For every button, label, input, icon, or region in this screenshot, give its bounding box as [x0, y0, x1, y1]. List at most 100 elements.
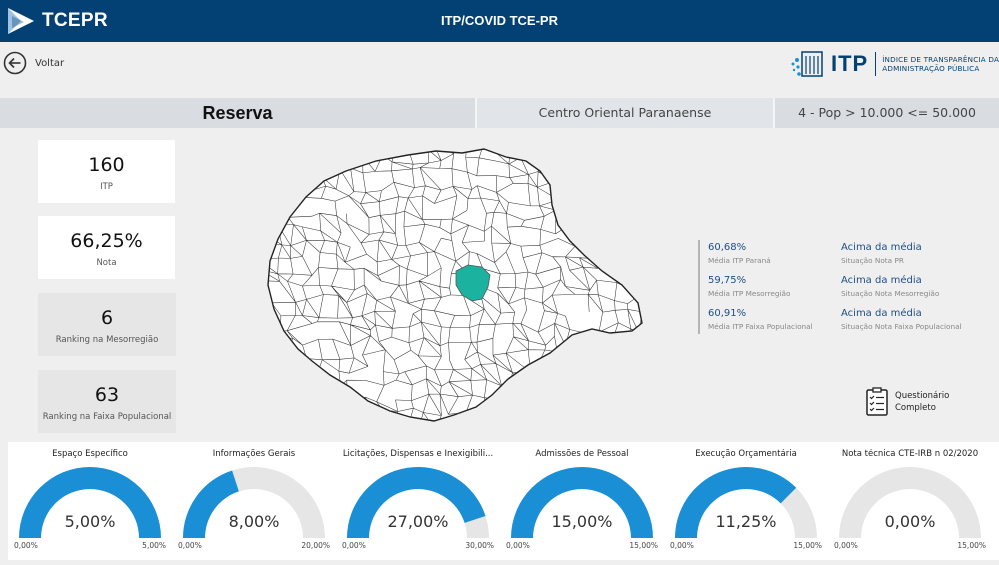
brand[interactable]: TCEPR [6, 6, 108, 36]
gauge-fill [675, 467, 797, 538]
questionario-line1: Questionário [895, 391, 950, 401]
itp-label: ITP [100, 182, 113, 192]
gauge-value: 5,00% [64, 512, 116, 531]
media-pr-value: 60,68% [708, 242, 747, 253]
gauge-fill [183, 470, 239, 538]
gauge-arc [347, 467, 489, 538]
gauge-espaco-especifico[interactable]: Espaço Específico 5,00% 0,00% 5,00% [8, 442, 172, 560]
questionario-button[interactable]: Questionário Completo [865, 387, 949, 417]
gauge-value: 0,00% [884, 512, 936, 531]
clipboard-checklist-icon [866, 387, 888, 416]
ranking-meso-value: 6 [100, 307, 114, 329]
stats-panel: 60,68% Média ITP Paraná Acima da média S… [698, 240, 988, 334]
gauge-value: 15,00% [551, 512, 613, 531]
situacao-faixa-label: Situação Nota Faixa Populacional [841, 322, 962, 331]
gauge-min: 0,00% [834, 541, 858, 550]
itp-subtitle-line1: ÍNDICE DE TRANSPARÊNCIA DA [882, 55, 999, 64]
top-bar: TCEPR ITP/COVID TCE-PR [0, 0, 999, 42]
gauge-max: 15,00% [629, 541, 658, 550]
itp-building-icon [791, 51, 823, 77]
gauge-min: 0,00% [506, 541, 530, 550]
gauge-licitacoes[interactable]: Licitações, Dispensas e Inexigibili... 2… [336, 442, 500, 560]
gauge-max: 15,00% [957, 541, 986, 550]
ranking-meso-card: 6 Ranking na Mesorregião [38, 293, 176, 356]
itp-value: 160 [88, 154, 125, 176]
media-meso-value: 59,75% [708, 275, 747, 286]
stats-divider [698, 240, 700, 334]
gauges-panel: Espaço Específico 5,00% 0,00% 5,00% Info… [8, 442, 999, 560]
situacao-faixa-value: Acima da média [841, 308, 922, 319]
gauge-title: Execução Orçamentária [695, 449, 797, 459]
ranking-faixa-value: 63 [94, 384, 120, 406]
gauge-arc [19, 467, 161, 538]
media-faixa-label: Média ITP Faixa Populacional [708, 322, 813, 331]
ranking-meso-label: Ranking na Mesorregião [55, 335, 159, 345]
media-faixa-value: 60,91% [708, 308, 747, 319]
nota-card: 66,25% Nota [38, 216, 175, 279]
gauge-arc [675, 467, 817, 538]
gauge-arc [839, 467, 981, 538]
itp-card: 160 ITP [38, 140, 175, 203]
arrow-left-icon [3, 51, 27, 75]
itp-word: ITP [831, 51, 869, 76]
questionario-line2: Completo [895, 403, 936, 413]
municipio-name: Reserva [202, 103, 273, 123]
gauge-title: Nota técnica CTE-IRB n 02/2020 [841, 449, 979, 459]
ranking-faixa-card: 63 Ranking na Faixa Populacional [38, 370, 176, 433]
back-label: Voltar [35, 57, 65, 69]
gauge-max: 5,00% [142, 541, 166, 550]
gauge-min: 0,00% [670, 541, 694, 550]
media-meso: 59,75% Média ITP Mesorregião [708, 275, 790, 298]
questionario-label: Questionário Completo [895, 390, 949, 414]
gauge-fill [19, 467, 161, 538]
media-pr-label: Média ITP Paraná [708, 256, 771, 265]
gauge-informacoes-gerais[interactable]: Informações Gerais 8,00% 0,00% 20,00% [172, 442, 336, 560]
gauge-title: Espaço Específico [52, 449, 128, 459]
mesorregiao-name: Centro Oriental Paranaense [475, 98, 773, 128]
brand-name: TCEPR [42, 10, 108, 31]
media-faixa: 60,91% Média ITP Faixa Populacional [708, 308, 813, 331]
itp-logo: ITP ÍNDICE DE TRANSPARÊNCIA DA ADMINISTR… [790, 48, 999, 80]
page-title: ITP/COVID TCE-PR [440, 13, 558, 28]
gauge-fill [511, 467, 653, 538]
back-button[interactable]: Voltar [3, 51, 64, 75]
gauge-value: 27,00% [387, 512, 449, 531]
gauge-min: 0,00% [14, 541, 38, 550]
nota-value: 66,25% [70, 230, 143, 252]
gauge-fill [347, 467, 486, 538]
gauge-admissoes-pessoal[interactable]: Admissões de Pessoal 15,00% 0,00% 15,00% [500, 442, 664, 560]
situacao-faixa: Acima da média Situação Nota Faixa Popul… [841, 308, 962, 331]
ranking-faixa-label: Ranking na Faixa Populacional [42, 412, 172, 422]
gauge-max: 30,00% [465, 541, 494, 550]
gauge-track [839, 467, 981, 538]
gauge-arc [183, 467, 325, 538]
gauge-max: 15,00% [793, 541, 822, 550]
situacao-meso: Acima da média Situação Nota Mesorregião [841, 275, 939, 298]
info-bar: Reserva Centro Oriental Paranaense 4 - P… [0, 98, 999, 128]
itp-subtitle: ÍNDICE DE TRANSPARÊNCIA DA ADMINISTRAÇÃO… [882, 55, 999, 73]
situacao-pr-label: Situação Nota PR [841, 256, 904, 265]
situacao-pr: Acima da média Situação Nota PR [841, 242, 922, 265]
gauge-min: 0,00% [178, 541, 202, 550]
itp-subtitle-line2: ADMINISTRAÇÃO PÚBLICA [882, 64, 980, 73]
logo-divider [875, 52, 877, 76]
gauge-title: Informações Gerais [212, 449, 296, 459]
faixa-populacional: 4 - Pop > 10.000 <= 50.000 [773, 98, 999, 128]
gauge-value: 11,25% [715, 512, 777, 531]
gauge-arc [511, 467, 653, 538]
gauge-value: 8,00% [228, 512, 280, 531]
situacao-pr-value: Acima da média [841, 242, 922, 253]
gauge-nota-tecnica[interactable]: Nota técnica CTE-IRB n 02/2020 0,00% 0,0… [828, 442, 992, 560]
parana-map[interactable] [258, 143, 648, 428]
media-pr: 60,68% Média ITP Paraná [708, 242, 771, 265]
tce-logo-icon [8, 8, 34, 34]
reserva-municipality[interactable] [455, 264, 491, 302]
media-meso-label: Média ITP Mesorregião [708, 289, 791, 298]
gauge-title: Licitações, Dispensas e Inexigibili... [342, 449, 494, 459]
nota-label: Nota [96, 258, 117, 268]
situacao-meso-value: Acima da média [841, 275, 922, 286]
situacao-meso-label: Situação Nota Mesorregião [841, 289, 940, 298]
gauge-max: 20,00% [301, 541, 330, 550]
gauge-execucao-orcamentaria[interactable]: Execução Orçamentária 11,25% 0,00% 15,00… [664, 442, 828, 560]
gauge-min: 0,00% [342, 541, 366, 550]
